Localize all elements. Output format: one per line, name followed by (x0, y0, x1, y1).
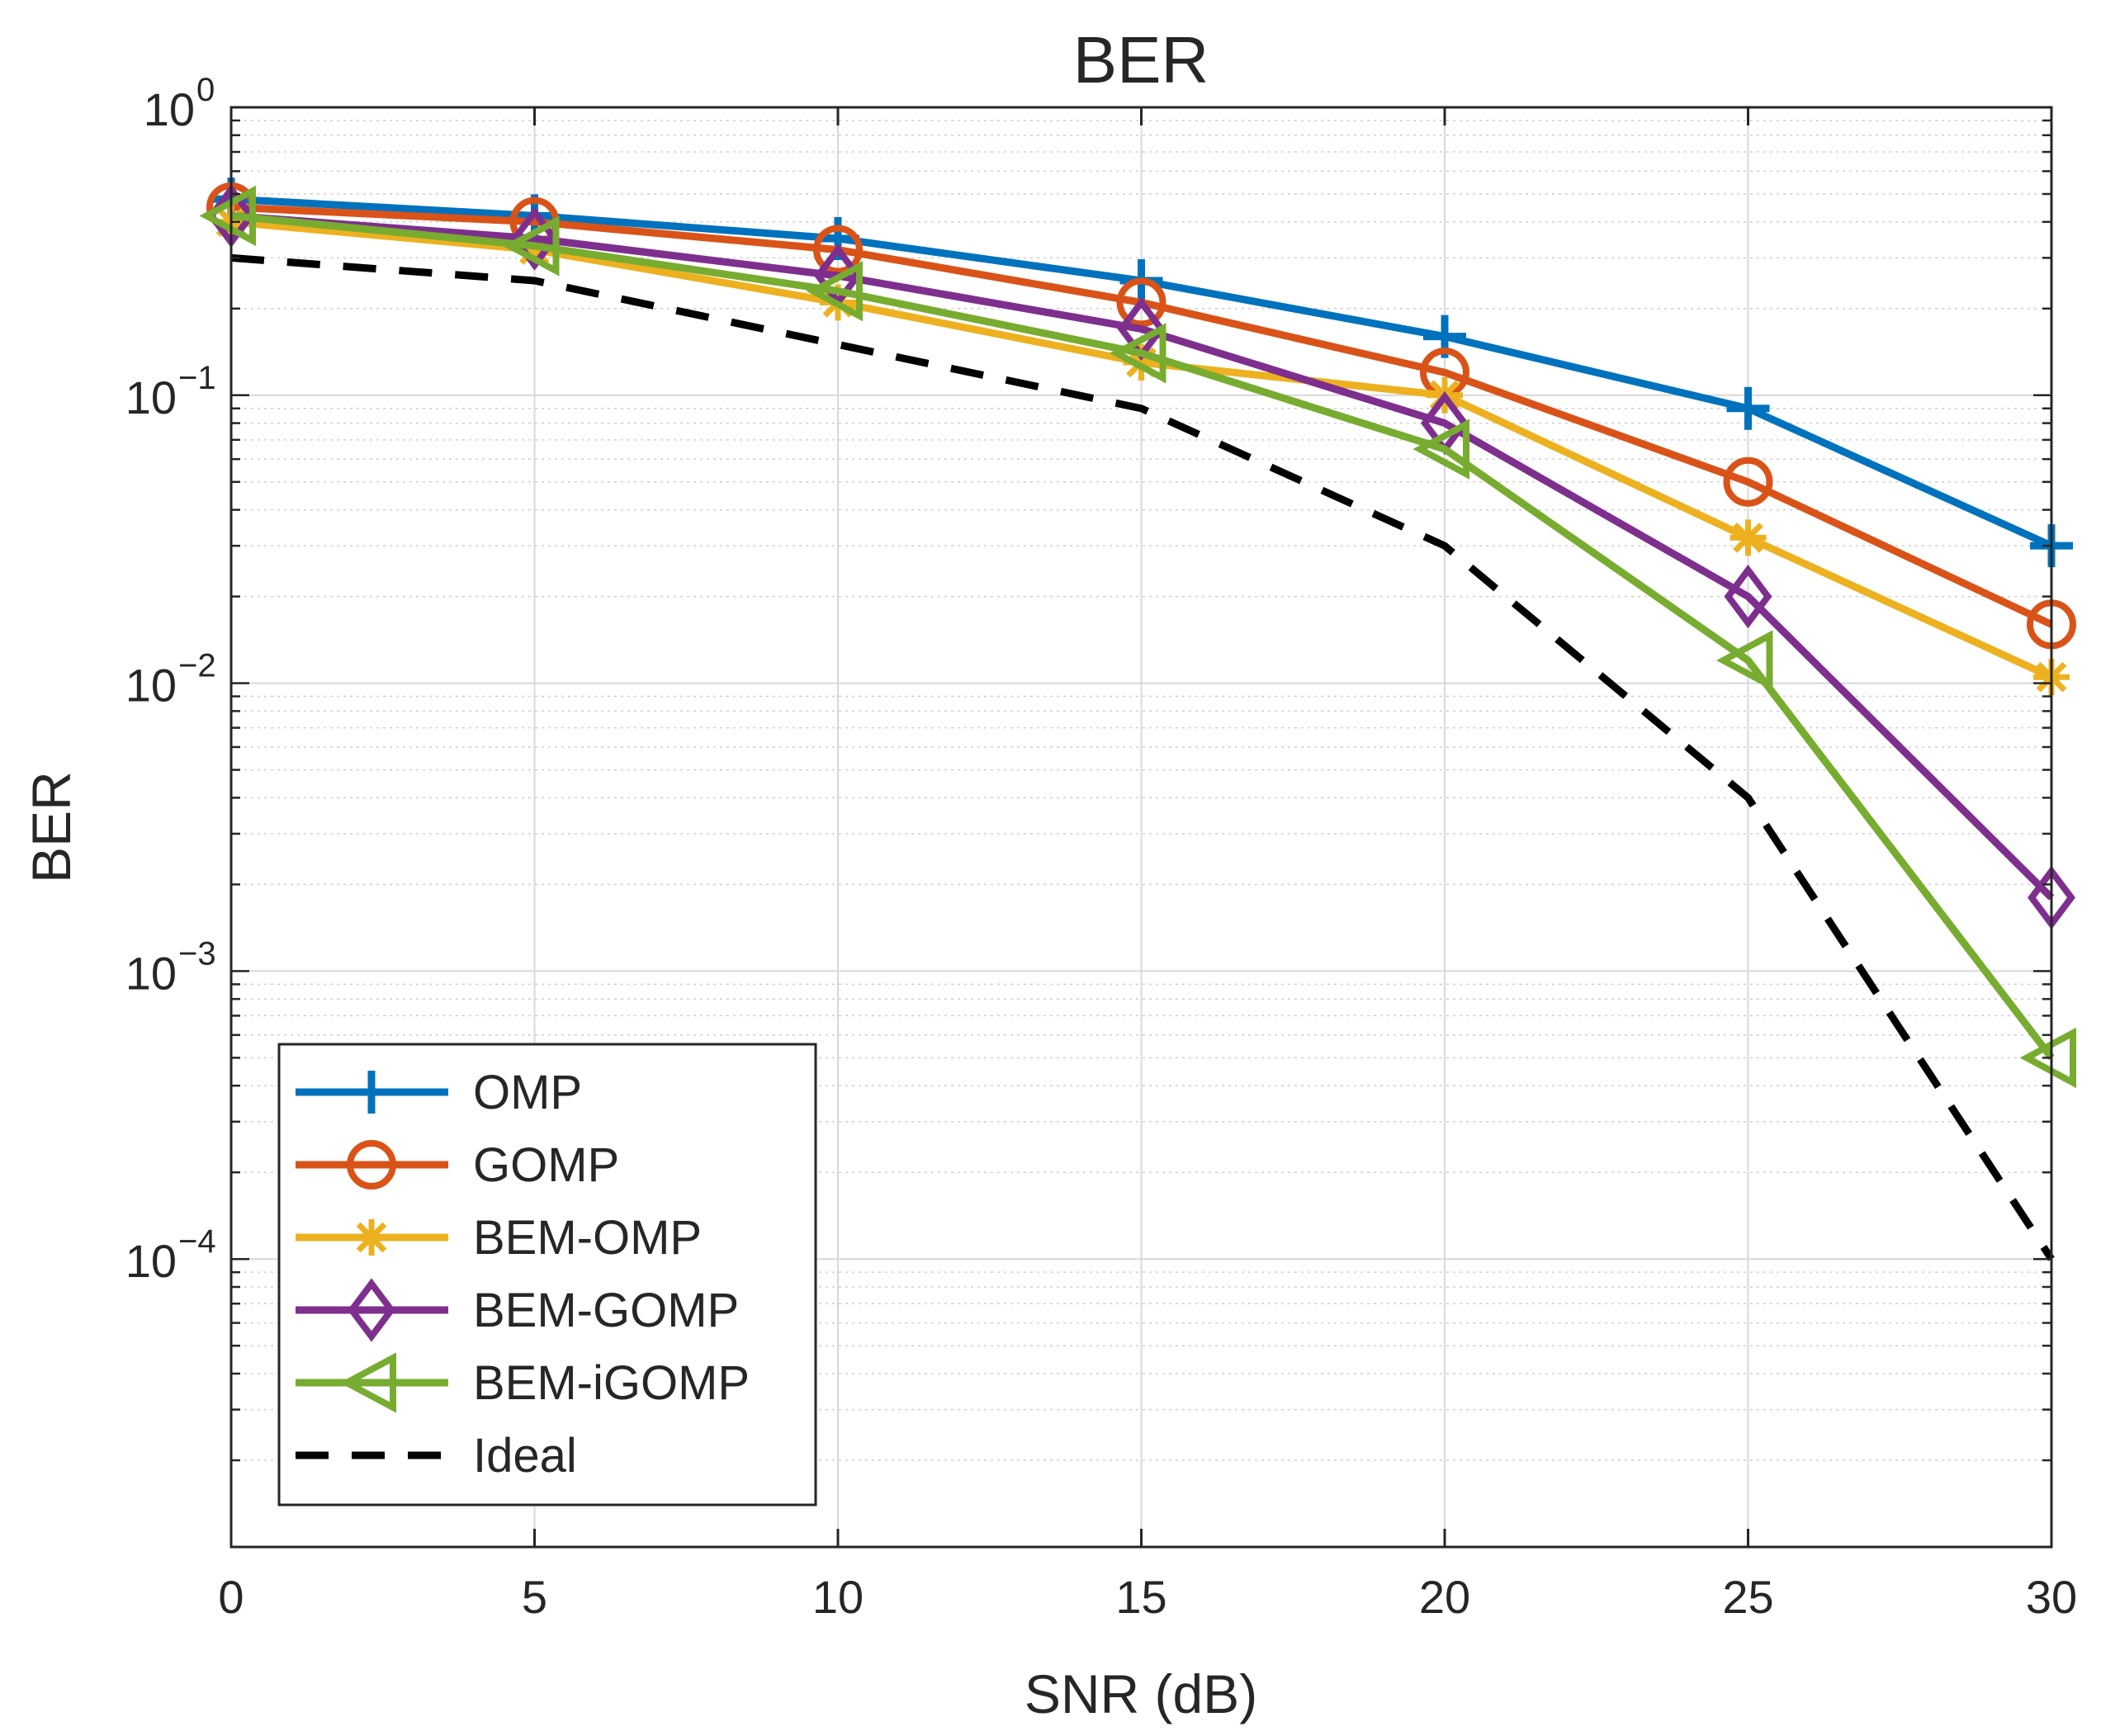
data-point-diamond (1724, 564, 1772, 629)
data-point-triangle (503, 215, 560, 277)
y-axis-label: BER (21, 771, 82, 883)
data-point-circle (813, 225, 863, 275)
legend: OMP GOMP BEM-OMP BEM-GOMP BEM-iGOMP Ideal (277, 1043, 817, 1507)
series-bem-igomp (199, 185, 2076, 1089)
legend-label: BEM-OMP (473, 1211, 702, 1265)
x-tick-label: 0 (218, 1571, 244, 1623)
legend-item: OMP (296, 1066, 582, 1119)
series-layer (199, 177, 2076, 1261)
data-point-circle (1723, 456, 1773, 507)
legend-item: BEM-GOMP (296, 1278, 739, 1342)
legend-label: GOMP (473, 1138, 619, 1192)
data-point-triangle (1110, 323, 1166, 384)
data-point-triangle (1716, 630, 1773, 691)
series-line (230, 253, 2055, 1261)
y-tick-label: 10 −1 (125, 360, 216, 423)
x-tick-label: 5 (522, 1571, 547, 1623)
x-tick-label: 10 (812, 1571, 864, 1623)
data-point-plus (1726, 386, 1770, 430)
y-tick-exponent: −3 (178, 935, 216, 972)
data-point-plus (350, 1071, 393, 1114)
legend-box (277, 1043, 817, 1507)
legend-label: Ideal (473, 1429, 577, 1483)
data-point-triangle (199, 185, 256, 247)
y-tick-base: 10 (125, 660, 177, 712)
legend-item: BEM-iGOMP (296, 1352, 750, 1413)
data-point-asterisk (516, 231, 553, 268)
data-point-circle (347, 1140, 396, 1190)
legend-label: BEM-iGOMP (473, 1356, 750, 1410)
y-tick-base: 10 (125, 1235, 177, 1287)
y-tick-label: 10 −2 (125, 648, 216, 712)
x-tick-label: 20 (1419, 1571, 1470, 1623)
legend-item: Ideal (296, 1429, 577, 1483)
chart-title: BER (1073, 23, 1209, 97)
x-axis-label: SNR (dB) (1024, 1663, 1257, 1724)
y-tick-exponent: −2 (178, 648, 216, 684)
y-tick-label: 10 −4 (125, 1223, 216, 1287)
y-tick-exponent: 0 (196, 72, 215, 108)
y-tick-exponent: −4 (178, 1223, 216, 1260)
y-tick-base: 10 (125, 371, 177, 423)
data-point-diamond (510, 206, 559, 271)
data-point-triangle (1412, 419, 1469, 480)
data-point-diamond (348, 1278, 395, 1342)
data-point-triangle (339, 1352, 396, 1413)
y-tick-label: 10 0 (144, 72, 215, 135)
data-point-asterisk (1730, 519, 1767, 556)
data-point-triangle (806, 260, 863, 322)
x-tick-label: 15 (1115, 1571, 1166, 1623)
series-line (230, 211, 2055, 1061)
x-tick-label: 25 (1722, 1571, 1773, 1623)
data-point-asterisk (1123, 344, 1160, 381)
data-point-triangle (2019, 1027, 2076, 1089)
y-tick-base: 10 (144, 83, 195, 135)
legend-item: BEM-OMP (296, 1211, 702, 1265)
series-line (230, 211, 2055, 901)
y-tick-label: 10 −3 (125, 935, 216, 999)
data-point-asterisk (353, 1219, 390, 1256)
x-tick-label: 30 (2026, 1571, 2077, 1623)
legend-item: GOMP (296, 1138, 619, 1192)
y-tick-base: 10 (125, 947, 177, 999)
legend-label: OMP (473, 1066, 582, 1119)
y-tick-exponent: −1 (178, 360, 216, 396)
data-point-circle (1116, 277, 1166, 328)
legend-label: BEM-GOMP (473, 1284, 739, 1337)
series-ideal (230, 253, 2055, 1261)
